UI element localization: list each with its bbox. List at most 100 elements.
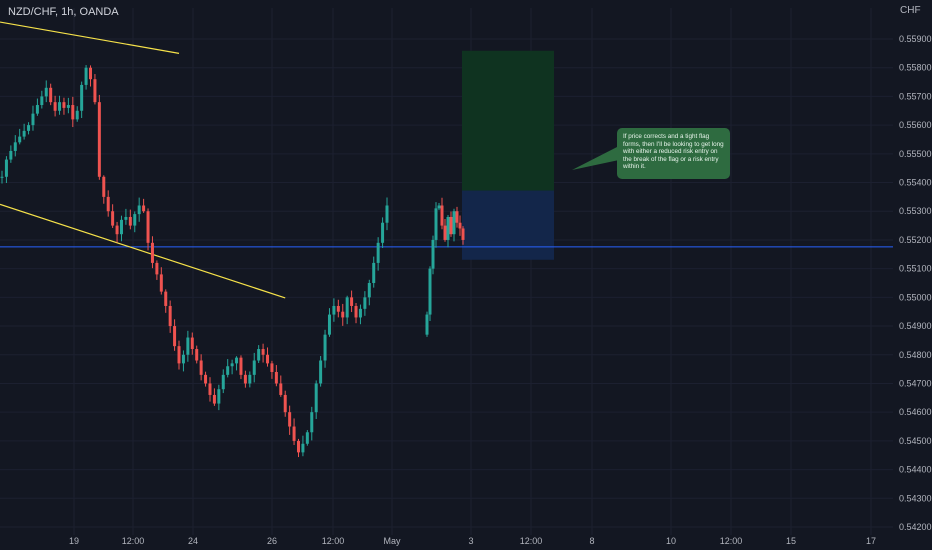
candle-body [0, 176, 4, 178]
candle-body [437, 205, 441, 209]
time-tick-label: May [383, 536, 401, 546]
candle-body [363, 297, 367, 309]
candle-body [119, 219, 123, 235]
candle-body [443, 225, 447, 240]
price-tick-label: 0.54500 [899, 436, 932, 446]
candle-body [40, 96, 44, 106]
candle-body [235, 357, 239, 364]
candle-body [358, 308, 362, 318]
candle-body [372, 262, 376, 283]
candle-body [80, 84, 84, 111]
trendline[interactable] [0, 203, 286, 299]
candle-body [314, 383, 318, 413]
candle-body [257, 349, 261, 361]
candle-body [455, 211, 459, 223]
price-tick-label: 0.54600 [899, 407, 932, 417]
time-tick-label: 10 [666, 536, 676, 546]
note-pointer [572, 146, 619, 170]
candle-body [84, 67, 88, 85]
candle-body [66, 105, 70, 108]
target-zone [462, 50, 554, 191]
price-tick-label: 0.54900 [899, 321, 932, 331]
candle-body [146, 211, 150, 243]
candle-body [292, 426, 296, 441]
time-tick-label: 15 [786, 536, 796, 546]
symbol-label[interactable]: NZD/CHF, 1h, OANDA [8, 6, 119, 18]
price-tick-label: 0.55000 [899, 292, 932, 302]
price-tick-label: 0.55500 [899, 149, 932, 159]
candle-body [266, 354, 270, 364]
candle-body [458, 222, 462, 229]
time-tick-label: 12:00 [322, 536, 345, 546]
price-tick-label: 0.55900 [899, 34, 932, 44]
candle-body [385, 205, 389, 223]
candle-body [230, 363, 234, 367]
candle-body [270, 363, 274, 372]
time-tick-label: 19 [69, 536, 79, 546]
position-zones [462, 50, 554, 260]
price-tick-label: 0.55200 [899, 235, 932, 245]
note-callout[interactable]: If price corrects and a tight flag forms… [617, 128, 730, 179]
time-tick-label: 12:00 [720, 536, 743, 546]
candle-body [58, 102, 62, 111]
candle-body [186, 337, 190, 355]
candle-body [71, 105, 75, 120]
candle-body [97, 102, 101, 177]
candle-body [128, 216, 132, 226]
candle-body [102, 176, 106, 197]
time-tick-label: 17 [866, 536, 876, 546]
candle-body [350, 297, 354, 306]
time-tick-label: 8 [589, 536, 594, 546]
candle-body [111, 211, 115, 226]
candle-body [336, 305, 340, 312]
candle-body [440, 205, 444, 226]
candle-body [452, 211, 456, 235]
candle-body [274, 371, 278, 384]
time-tick-label: 24 [188, 536, 198, 546]
price-tick-label: 0.54700 [899, 378, 932, 388]
candle-body [446, 216, 450, 240]
price-tick-label: 0.54800 [899, 350, 932, 360]
candle-body [461, 228, 465, 240]
candle-body [199, 360, 203, 375]
time-axis[interactable]: 19 12:00 24 26 12:00 May 3 12:00 8 10 12:00 15 17 [69, 536, 876, 546]
candle-body [195, 349, 199, 361]
candle-body [150, 242, 154, 263]
candle-body [217, 389, 221, 404]
price-tick-label: 0.55800 [899, 63, 932, 73]
candle-body [53, 102, 57, 111]
candle-body [323, 334, 327, 361]
trendline[interactable] [0, 21, 180, 54]
candle-body [301, 443, 305, 453]
candle-body [18, 136, 22, 143]
candle-body [221, 374, 225, 390]
candle-body [13, 142, 17, 151]
candle-body [319, 360, 323, 384]
candle-body [137, 205, 141, 215]
time-tick-label: 12:00 [122, 536, 145, 546]
time-tick-label: 12:00 [520, 536, 543, 546]
candle-body [332, 305, 336, 315]
candle-body [75, 110, 79, 120]
drawings [0, 21, 893, 299]
candle-body [177, 346, 181, 364]
price-tick-label: 0.55600 [899, 120, 932, 130]
price-tick-label: 0.54300 [899, 493, 932, 503]
candle-body [106, 196, 110, 212]
candle-body [173, 326, 177, 347]
candles [0, 65, 465, 458]
candle-body [279, 383, 283, 395]
candle-body [35, 105, 39, 114]
candle-body [310, 412, 314, 433]
candle-body [124, 216, 128, 220]
candle-body [62, 102, 66, 108]
currency-label: CHF [900, 5, 921, 16]
candle-body [204, 374, 208, 384]
candle-body [381, 222, 385, 243]
price-axis[interactable]: 0.55900 0.55800 0.55700 0.55600 0.55500 0.554… [899, 34, 932, 532]
candle-body [31, 113, 35, 126]
candle-body [115, 225, 119, 235]
candle-body [212, 394, 216, 404]
